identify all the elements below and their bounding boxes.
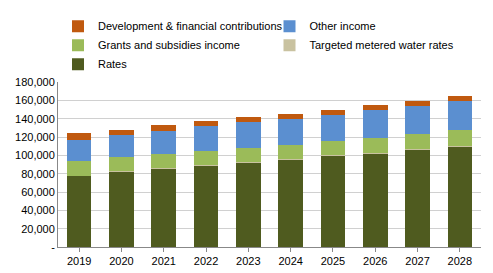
svg-text:Other income: Other income [310, 20, 376, 32]
svg-text:20,000: 20,000 [21, 223, 55, 235]
svg-text:Development & financial contri: Development & financial contributions [98, 20, 283, 32]
svg-text:160,000: 160,000 [15, 94, 55, 106]
svg-text:40,000: 40,000 [21, 204, 55, 216]
svg-text:2019: 2019 [67, 255, 91, 267]
svg-text:2020: 2020 [109, 255, 133, 267]
svg-text:140,000: 140,000 [15, 113, 55, 125]
svg-text:120,000: 120,000 [15, 131, 55, 143]
svg-text:100,000: 100,000 [15, 149, 55, 161]
svg-text:2025: 2025 [321, 255, 345, 267]
svg-text:180,000: 180,000 [15, 76, 55, 88]
svg-text:2024: 2024 [278, 255, 302, 267]
svg-text:2028: 2028 [448, 255, 472, 267]
svg-text:Grants and subsidies income: Grants and subsidies income [98, 39, 240, 51]
svg-text:2022: 2022 [194, 255, 218, 267]
svg-text:2027: 2027 [405, 255, 429, 267]
svg-text:Rates: Rates [98, 58, 127, 70]
svg-text:Targeted metered water rates: Targeted metered water rates [310, 39, 454, 51]
svg-text:60,000: 60,000 [21, 186, 55, 198]
svg-text:-: - [51, 241, 55, 253]
svg-text:2021: 2021 [152, 255, 176, 267]
svg-text:80,000: 80,000 [21, 168, 55, 180]
svg-text:2023: 2023 [236, 255, 260, 267]
svg-text:2026: 2026 [363, 255, 387, 267]
